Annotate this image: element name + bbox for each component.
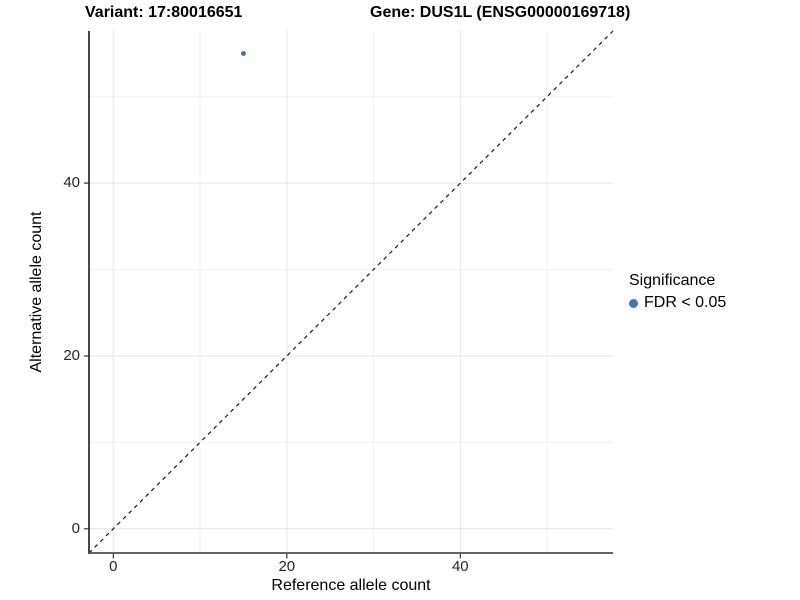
y-axis-title: Alternative allele count [28,211,45,373]
y-tick-label-20: 20 [63,347,80,364]
variant-title: Variant: 17:80016651 [85,4,243,21]
axis-tick-marks [84,182,461,559]
legend: Significance FDR < 0.05 [629,271,726,312]
legend-item: FDR < 0.05 [629,294,726,312]
y-tick-label-40: 40 [63,174,80,191]
x-axis-title: Reference allele count [271,577,431,594]
scatter-point [240,50,246,56]
gene-title: Gene: DUS1L (ENSG00000169718) [370,4,631,21]
major-gridlines [89,31,613,553]
x-tick-label-20: 20 [278,558,296,575]
identity-line [88,30,614,554]
minor-gridlines [89,31,613,553]
legend-item-label: FDR < 0.05 [644,294,727,311]
x-tick-label-40: 40 [451,558,469,575]
y-tick-label-0: 0 [71,520,80,537]
significance-dot-icon [629,298,638,308]
x-tick-label-0: 0 [109,558,118,575]
legend-title: Significance [629,272,716,289]
